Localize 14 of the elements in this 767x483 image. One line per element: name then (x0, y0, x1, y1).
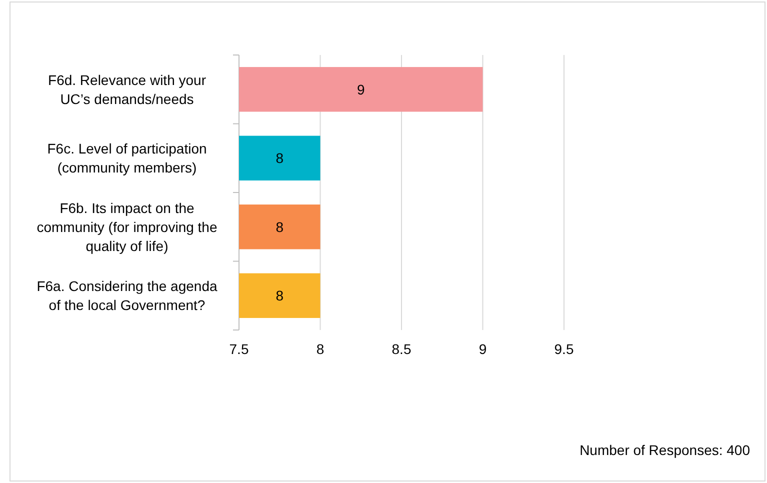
data-label: 9 (356, 81, 365, 98)
x-tick-label: 7.5 (229, 341, 249, 357)
data-label: 8 (276, 218, 284, 235)
x-tick-label: 9 (478, 341, 487, 357)
y-tick-label: F6b. Its impact on the community (for improving the quality of life) (36, 200, 218, 254)
x-tick-label: 9.5 (554, 341, 574, 357)
data-label: 8 (276, 150, 284, 166)
data-label: 8 (276, 288, 284, 304)
x-tick-label: 8 (316, 341, 324, 357)
y-tick-label: F6a. Considering the agenda of the local Government? (36, 278, 218, 314)
y-tick-label: F6c. Level of participation (community members) (47, 140, 207, 176)
x-tick-label: 8.5 (392, 341, 412, 357)
y-tick-label: F6d. Relevance with your UC’s demands/needs (48, 72, 206, 107)
text: Number of Responses: 400 (580, 442, 750, 458)
